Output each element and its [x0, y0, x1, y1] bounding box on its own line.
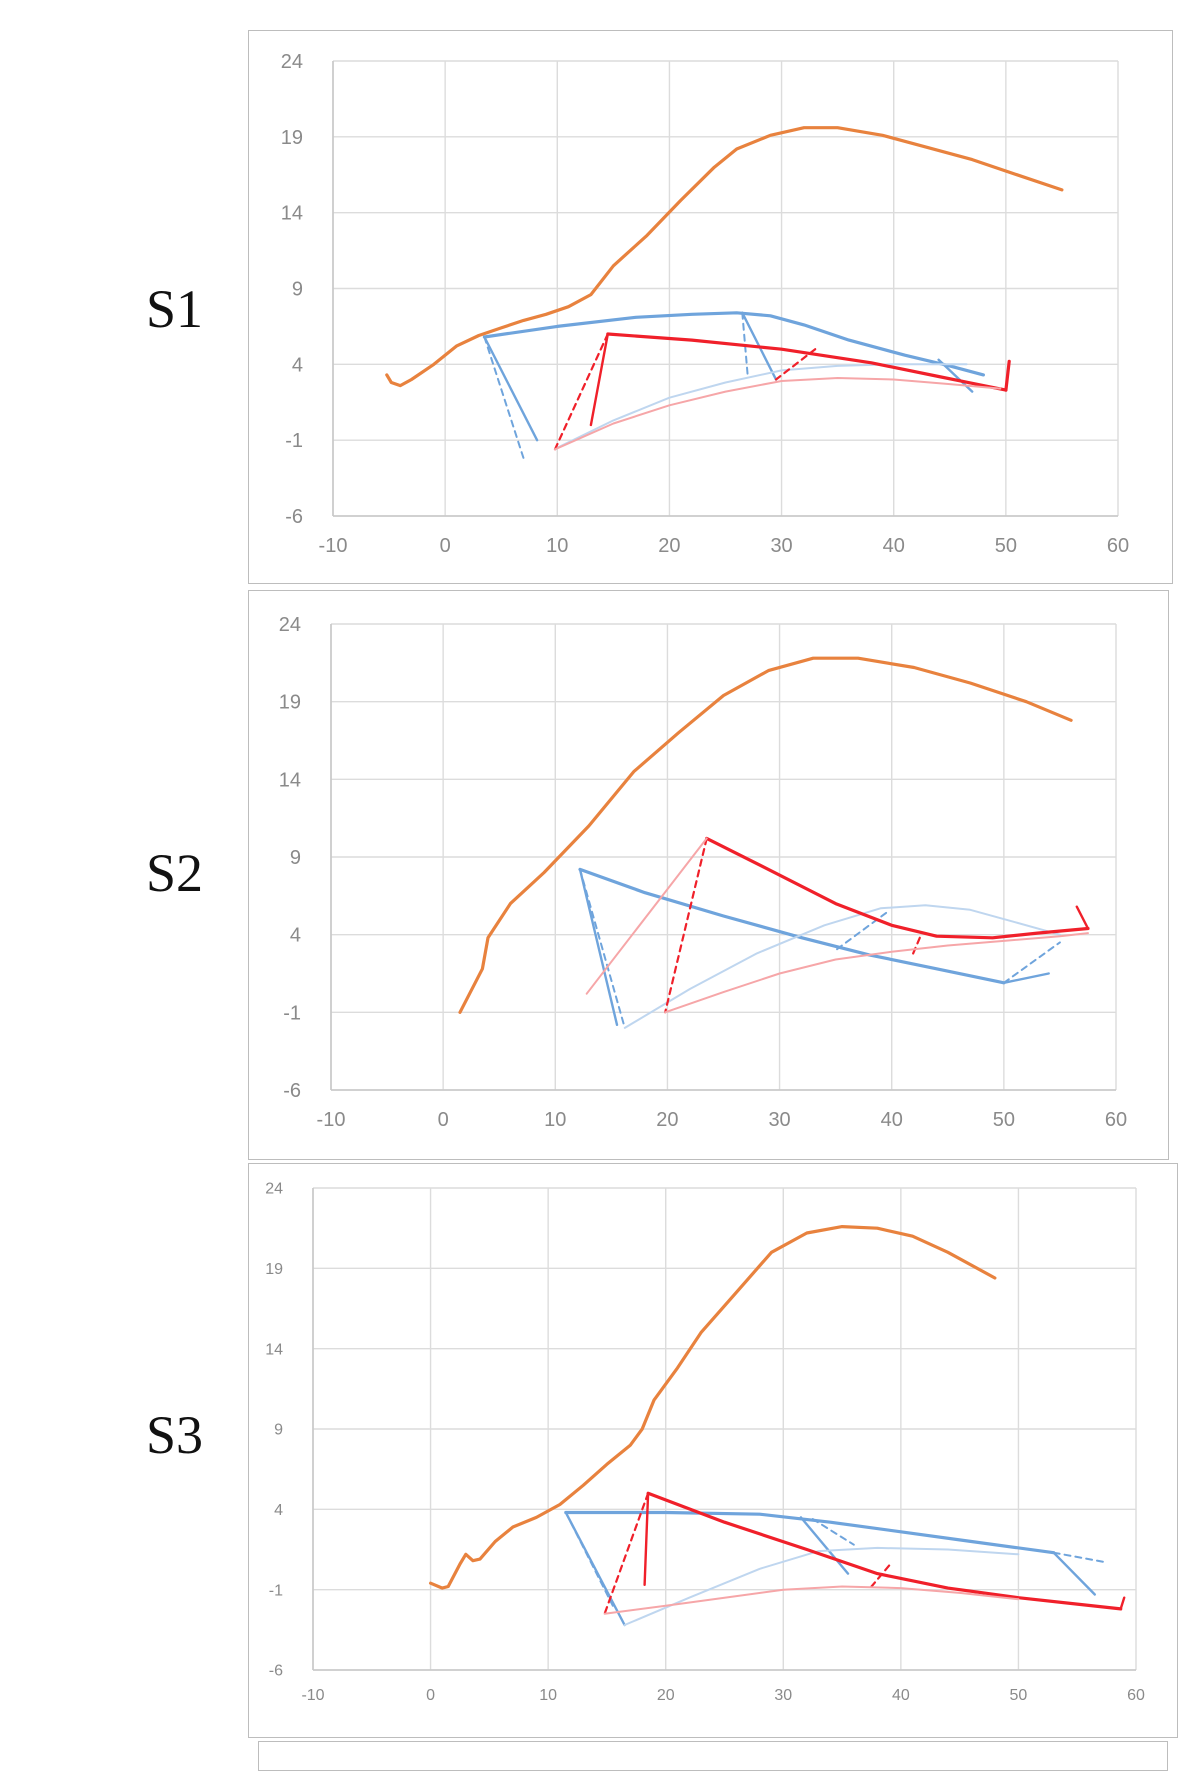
series-line-light-blue	[556, 363, 968, 449]
row-label-s1: S1	[146, 279, 204, 339]
x-tick-label: 20	[656, 1109, 678, 1131]
series-line-blue	[564, 1511, 626, 1627]
series-line-blue	[578, 868, 619, 1027]
y-tick-label: 4	[292, 354, 303, 376]
series-line-orange	[429, 1224, 997, 1590]
series-line-blue	[578, 867, 1006, 985]
series-line-red	[603, 1492, 650, 1615]
x-tick-label: 40	[883, 535, 905, 557]
series-line-red	[664, 837, 708, 1014]
x-tick-label: 40	[892, 1687, 910, 1704]
y-tick-label: 14	[281, 203, 303, 225]
series-line-blue	[483, 335, 539, 442]
y-tick-label: 4	[274, 1502, 283, 1519]
x-tick-label: 50	[993, 1109, 1015, 1131]
x-tick-label: 10	[539, 1687, 557, 1704]
x-tick-label: 30	[768, 1109, 790, 1131]
x-tick-label: 20	[657, 1687, 675, 1704]
series-line-blue	[1052, 1551, 1097, 1596]
series-line-red	[1075, 905, 1090, 930]
row-label-s2: S2	[146, 843, 204, 903]
x-tick-label: 10	[546, 535, 568, 557]
y-tick-label: 4	[290, 925, 301, 947]
chart-s3: -10 0 10 20 30 40 50 60 24 19 14 9 4 -1 -6	[265, 1181, 1145, 1704]
series-line-light-red	[664, 932, 1089, 1014]
x-tick-label: 20	[658, 535, 680, 557]
series-line-blue	[482, 311, 986, 377]
y-tick-label: -6	[283, 1080, 301, 1102]
y-tick-label: -1	[269, 1582, 283, 1599]
y-tick-label: 9	[290, 847, 301, 869]
y-tick-label: 24	[279, 614, 301, 636]
series-line-red	[910, 936, 921, 958]
x-tick-label: 0	[426, 1687, 435, 1704]
y-tick-label: 14	[279, 769, 301, 791]
series-line-orange	[385, 126, 1064, 388]
x-tick-label: -10	[317, 1109, 346, 1131]
series-line-light-red	[603, 1585, 1020, 1615]
y-tick-label: 24	[265, 1181, 283, 1198]
series-line-blue	[1052, 1551, 1108, 1564]
series-line-light-blue	[623, 1546, 1020, 1626]
series-line-blue	[799, 1516, 850, 1575]
series-line-blue	[564, 1511, 614, 1607]
x-tick-label: 30	[774, 1687, 792, 1704]
x-tick-label: 0	[440, 535, 451, 557]
series-line-red	[646, 1491, 1123, 1611]
x-tick-label: -10	[319, 535, 348, 557]
x-tick-label: 10	[544, 1109, 566, 1131]
series-line-red	[774, 348, 817, 381]
y-tick-label: -6	[285, 506, 303, 528]
y-tick-label: -1	[283, 1002, 301, 1024]
series-line-red	[1119, 1596, 1126, 1611]
y-tick-label: 19	[279, 692, 301, 714]
series-line-light-red	[585, 837, 708, 995]
x-tick-label: 50	[1010, 1687, 1028, 1704]
series-line-blue	[811, 1518, 855, 1546]
y-tick-label: -1	[285, 430, 303, 452]
x-tick-label: 60	[1105, 1109, 1127, 1131]
series-line-red	[870, 1564, 891, 1588]
panel-frame-s2	[248, 590, 1169, 1160]
y-tick-label: 9	[274, 1422, 283, 1439]
y-tick-label: 19	[265, 1261, 283, 1278]
x-tick-label: 50	[995, 535, 1017, 557]
series-line-blue	[483, 336, 525, 460]
x-tick-label: 30	[770, 535, 792, 557]
x-tick-label: -10	[301, 1687, 324, 1704]
panel-frame-s3	[248, 1163, 1178, 1738]
series-line-red	[705, 836, 1090, 940]
series-line-light-red	[554, 377, 1002, 451]
series-line-orange	[458, 656, 1073, 1014]
row-label-s3: S3	[146, 1405, 204, 1465]
series-line-red	[553, 332, 609, 451]
series-line-blue	[564, 1510, 1056, 1555]
x-tick-label: 60	[1127, 1687, 1145, 1704]
y-tick-label: 24	[281, 51, 303, 73]
series-line-red	[606, 332, 1008, 392]
series-line-red	[643, 1492, 650, 1587]
y-tick-label: 19	[281, 127, 303, 149]
y-tick-label: 9	[292, 279, 303, 301]
x-tick-label: 60	[1107, 535, 1129, 557]
series-line-red	[1004, 359, 1011, 392]
chart-s2: -10 0 10 20 30 40 50 60 24 19 14 9 4 -1 -6	[279, 614, 1127, 1131]
series-line-blue	[1002, 941, 1061, 984]
x-tick-label: 0	[438, 1109, 449, 1131]
series-line-blue	[1002, 972, 1050, 984]
series-line-red	[589, 332, 609, 427]
x-tick-label: 40	[881, 1109, 903, 1131]
panel-frame-s1	[248, 30, 1173, 584]
chart-s1: -10 0 10 20 30 40 50 60 24 19 14 9 4 -1 -6	[281, 51, 1129, 557]
series-line-light-blue	[623, 904, 1061, 1029]
y-tick-label: -6	[269, 1663, 283, 1680]
y-tick-label: 14	[265, 1341, 283, 1358]
